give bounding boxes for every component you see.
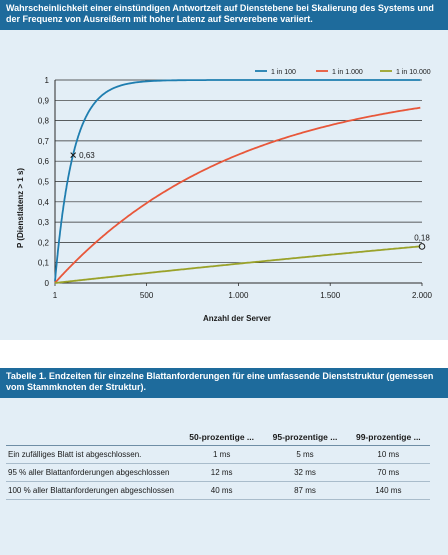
y-tick-label: 0 <box>45 279 50 288</box>
latency-probability-chart: 0 0,1 0,2 0,3 0,4 0,5 0,6 0,7 0,8 0,9 1 1 500 1.000 1.… <box>16 69 433 323</box>
table-cell: 40 ms <box>180 481 264 500</box>
annotation-label: 0,63 <box>79 151 95 160</box>
table-cell: 70 ms <box>346 463 430 482</box>
y-tick-label: 0,2 <box>38 238 50 247</box>
grid-lines <box>55 79 422 264</box>
x-tick-label: 1 <box>53 291 58 300</box>
y-tick-label: 0,5 <box>38 178 50 187</box>
row-label: 100 % aller Blattanforderungen abgeschlo… <box>6 481 180 500</box>
series-lines <box>54 79 421 284</box>
y-tick-label: 0,1 <box>38 259 50 268</box>
y-tick-label: 0,8 <box>38 117 50 126</box>
table-caption: Tabelle 1. Endzeiten für einzelne Blatta… <box>0 368 448 398</box>
legend-label: 1 in 100 <box>271 69 296 76</box>
series-line <box>54 79 421 282</box>
circle-marker <box>418 243 426 250</box>
table-cell: 87 ms <box>263 481 347 500</box>
annotations: 0,63 0,18 <box>70 151 430 250</box>
table-row: 95 % aller Blattanforderungen abgeschlos… <box>6 463 430 482</box>
annotation-label: 0,18 <box>414 233 430 242</box>
y-tick-label: 0,6 <box>38 157 50 166</box>
row-label: 95 % aller Blattanforderungen abgeschlos… <box>6 463 180 482</box>
y-tick-label: 0,4 <box>38 198 50 207</box>
y-tick-label: 0,7 <box>38 137 50 146</box>
legend-label: 1 in 10.000 <box>396 69 431 76</box>
chart-panel <box>0 30 448 340</box>
table-row: 100 % aller Blattanforderungen abgeschlo… <box>6 481 430 500</box>
table-cell: 140 ms <box>346 481 430 500</box>
x-marker <box>70 152 77 158</box>
x-tick-label: 2.000 <box>412 291 433 300</box>
axes <box>54 80 423 286</box>
y-tick-label: 0,9 <box>38 96 50 105</box>
row-label: Ein zufälliges Blatt ist abgeschlossen. <box>6 445 180 464</box>
column-header: 99-prozentige ... <box>355 432 421 442</box>
table-cell: 10 ms <box>346 445 430 464</box>
legend-label: 1 in 1.000 <box>332 69 363 76</box>
table-cell: 5 ms <box>263 445 347 464</box>
column-header: 50-prozentige ... <box>189 432 255 442</box>
x-tick-label: 1.000 <box>228 291 249 300</box>
x-axis-label: Anzahl der Server <box>203 314 271 323</box>
x-marker-stroke <box>70 152 77 158</box>
table-cell: 12 ms <box>180 463 264 482</box>
chart-caption: Wahrscheinlichkeit einer einstündigen An… <box>0 0 448 30</box>
tick-labels: 0 0,1 0,2 0,3 0,4 0,5 0,6 0,7 0,8 0,9 1 1 500 1.000 1.… <box>38 76 433 300</box>
column-header <box>6 432 180 446</box>
x-tick-label: 500 <box>140 291 154 300</box>
series-line <box>54 106 421 284</box>
column-header: 95-prozentige ... <box>272 432 338 442</box>
x-tick-label: 1.500 <box>320 291 341 300</box>
table-header-row: 50-prozentige ... 95-prozentige ... 99-p… <box>6 432 430 446</box>
y-tick-label: 0,3 <box>38 218 50 227</box>
legend: 1 in 100 1 in 1.000 1 in 10.000 <box>255 69 431 76</box>
table-row: Ein zufälliges Blatt ist abgeschlossen. … <box>6 445 430 464</box>
y-axis-label: P (Dienstlatenz > 1 s) <box>16 168 25 248</box>
table-cell: 1 ms <box>180 445 264 464</box>
series-line <box>54 245 421 284</box>
y-tick-label: 1 <box>45 76 50 85</box>
table-cell: 32 ms <box>263 463 347 482</box>
latency-table: 50-prozentige ... 95-prozentige ... 99-p… <box>6 432 430 500</box>
